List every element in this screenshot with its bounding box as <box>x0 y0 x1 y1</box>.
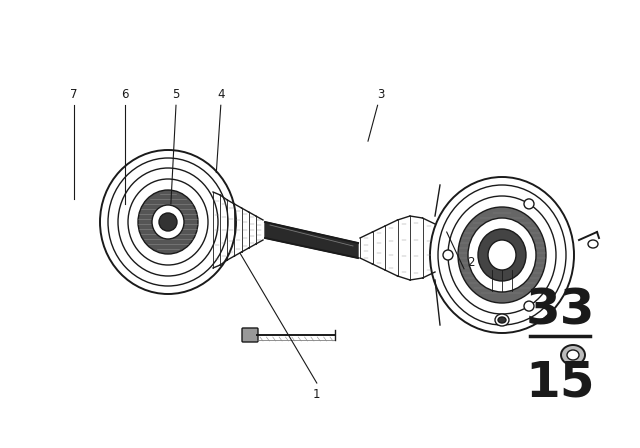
FancyBboxPatch shape <box>242 328 258 342</box>
Text: 4: 4 <box>217 87 225 101</box>
Ellipse shape <box>478 229 526 281</box>
Text: 6: 6 <box>121 87 129 101</box>
Ellipse shape <box>561 345 585 365</box>
Text: 2: 2 <box>467 255 474 269</box>
Ellipse shape <box>159 213 177 231</box>
Ellipse shape <box>430 177 574 333</box>
Text: 7: 7 <box>70 87 77 101</box>
Ellipse shape <box>524 301 534 311</box>
Text: 15: 15 <box>525 358 595 406</box>
Ellipse shape <box>100 150 236 294</box>
Ellipse shape <box>488 240 516 270</box>
Text: 1: 1 <box>313 388 321 401</box>
Polygon shape <box>265 222 358 258</box>
Ellipse shape <box>567 350 579 360</box>
Ellipse shape <box>495 314 509 326</box>
Ellipse shape <box>498 317 506 323</box>
Ellipse shape <box>468 218 536 292</box>
Ellipse shape <box>138 190 198 254</box>
Ellipse shape <box>588 240 598 248</box>
Ellipse shape <box>524 199 534 209</box>
Ellipse shape <box>458 207 546 303</box>
Ellipse shape <box>152 205 184 239</box>
Text: 5: 5 <box>172 87 180 101</box>
Text: 3: 3 <box>377 87 385 101</box>
Ellipse shape <box>443 250 453 260</box>
Text: 33: 33 <box>525 286 595 334</box>
